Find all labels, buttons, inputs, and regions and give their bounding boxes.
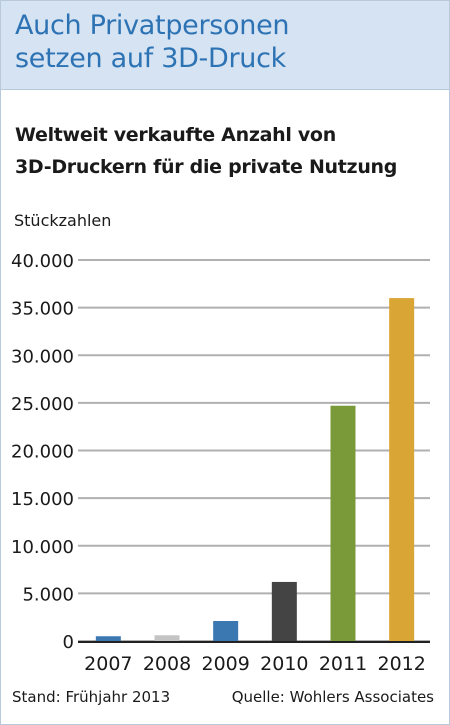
footer-source: Quelle: Wohlers Associates (231, 688, 434, 706)
y-tick-label: 40.000 (11, 251, 74, 272)
chart-title-line-2: 3D-Druckern für die private Nutzung (15, 156, 398, 178)
chart-title-line-1: Weltweit verkaufte Anzahl von (15, 124, 336, 146)
bar (271, 581, 297, 641)
footer-stand: Stand: Frühjahr 2013 (12, 688, 171, 706)
bar (389, 298, 415, 641)
y-tick-label: 0 (63, 632, 74, 653)
bar (213, 620, 239, 641)
x-tick-label: 2012 (377, 653, 425, 675)
x-tick-label: 2007 (84, 653, 132, 675)
y-tick-label: 25.000 (11, 394, 74, 415)
x-tick-label: 2009 (201, 653, 249, 675)
header-band: Auch Privatpersonen setzen auf 3D-Druck (1, 1, 449, 90)
y-tick-label: 5.000 (22, 584, 74, 605)
bar (154, 635, 180, 641)
chart-title: Weltweit verkaufte Anzahl von 3D-Drucker… (15, 119, 445, 183)
x-tick-label: 2011 (319, 653, 367, 675)
y-tick-label: 30.000 (11, 346, 74, 367)
headline: Auch Privatpersonen setzen auf 3D-Druck (15, 9, 445, 75)
y-axis-label: Stückzahlen (14, 211, 112, 230)
bar (330, 405, 356, 641)
x-tick-label: 2010 (260, 653, 308, 675)
y-tick-label: 10.000 (11, 537, 74, 558)
headline-line-2: setzen auf 3D-Druck (15, 43, 286, 74)
y-tick-label: 15.000 (11, 489, 74, 510)
y-tick-label: 20.000 (11, 442, 74, 463)
bar (95, 636, 121, 641)
x-tick-label: 2008 (143, 653, 191, 675)
y-tick-label: 35.000 (11, 299, 74, 320)
headline-line-1: Auch Privatpersonen (15, 10, 290, 41)
